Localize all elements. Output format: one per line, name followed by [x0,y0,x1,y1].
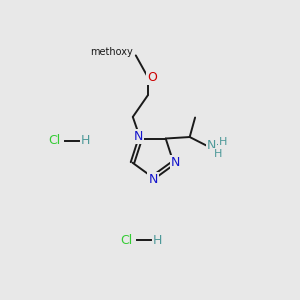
Text: N: N [207,139,216,152]
Text: N: N [148,173,158,186]
Text: H: H [218,137,227,147]
Text: Cl: Cl [120,233,132,247]
Text: H: H [214,149,222,159]
Text: Cl: Cl [48,134,60,148]
Text: H: H [81,134,90,148]
Text: N: N [171,156,180,169]
Text: O: O [147,70,157,83]
Text: N: N [134,130,143,143]
Text: H: H [153,233,162,247]
Text: methoxy: methoxy [90,47,133,57]
